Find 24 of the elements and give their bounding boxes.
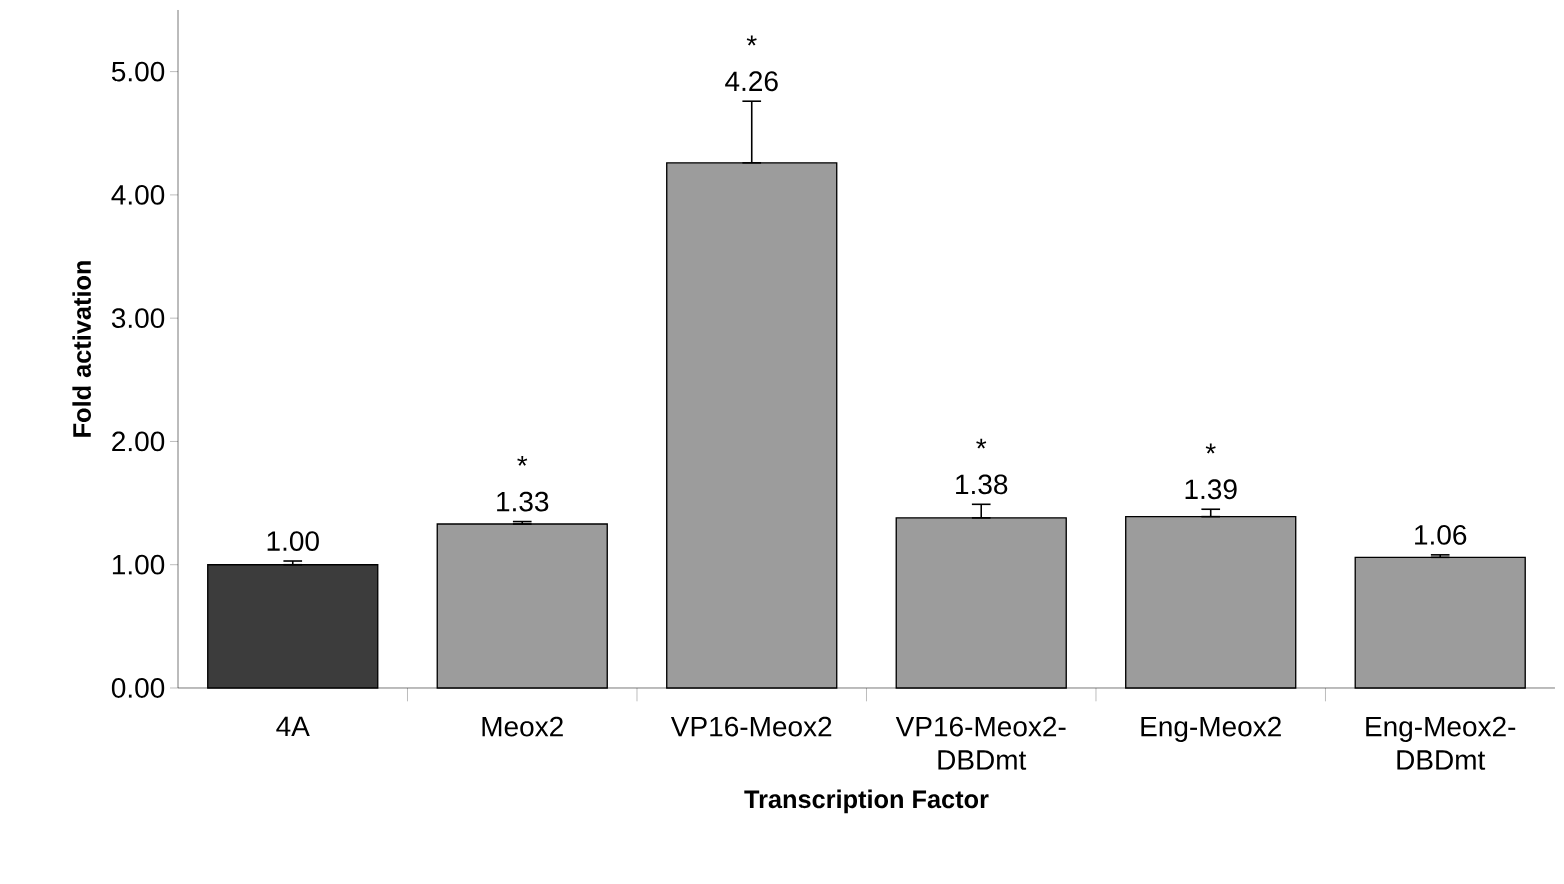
data-label: 1.00 bbox=[267, 531, 319, 551]
y-tick-label: 1.00 bbox=[112, 554, 165, 575]
x-tick-label: VP16-Meox2-DBDmt bbox=[895, 716, 1066, 770]
y-axis-title: Fold activation bbox=[72, 261, 91, 437]
x-tick-label: 4A bbox=[276, 716, 310, 736]
data-label: 1.33 bbox=[497, 491, 549, 512]
x-tick-label: VP16-Meox2 bbox=[670, 716, 832, 737]
annotation: * bbox=[976, 438, 987, 449]
data-label: 1.39 bbox=[1185, 479, 1237, 500]
x-tick-label: Eng-Meox2-DBDmt bbox=[1366, 716, 1516, 770]
data-label: 4.26 bbox=[725, 71, 778, 92]
annotation: * bbox=[746, 35, 757, 46]
x-tick-label: Eng-Meox2 bbox=[1141, 716, 1281, 743]
data-label: 1.38 bbox=[956, 474, 1008, 495]
y-tick-label: 5.00 bbox=[111, 61, 165, 82]
data-label: 1.06 bbox=[1415, 524, 1467, 545]
x-axis-title: Transcription Factor bbox=[744, 789, 989, 814]
y-tick-label: 0.00 bbox=[111, 678, 165, 698]
annotation: * bbox=[1205, 443, 1216, 454]
y-tick-label: 3.00 bbox=[111, 308, 165, 329]
x-tick-label: Meox2 bbox=[482, 716, 563, 737]
y-tick-label: 4.00 bbox=[111, 184, 165, 205]
y-tick-label: 2.00 bbox=[112, 431, 165, 452]
annotation: * bbox=[517, 455, 528, 466]
